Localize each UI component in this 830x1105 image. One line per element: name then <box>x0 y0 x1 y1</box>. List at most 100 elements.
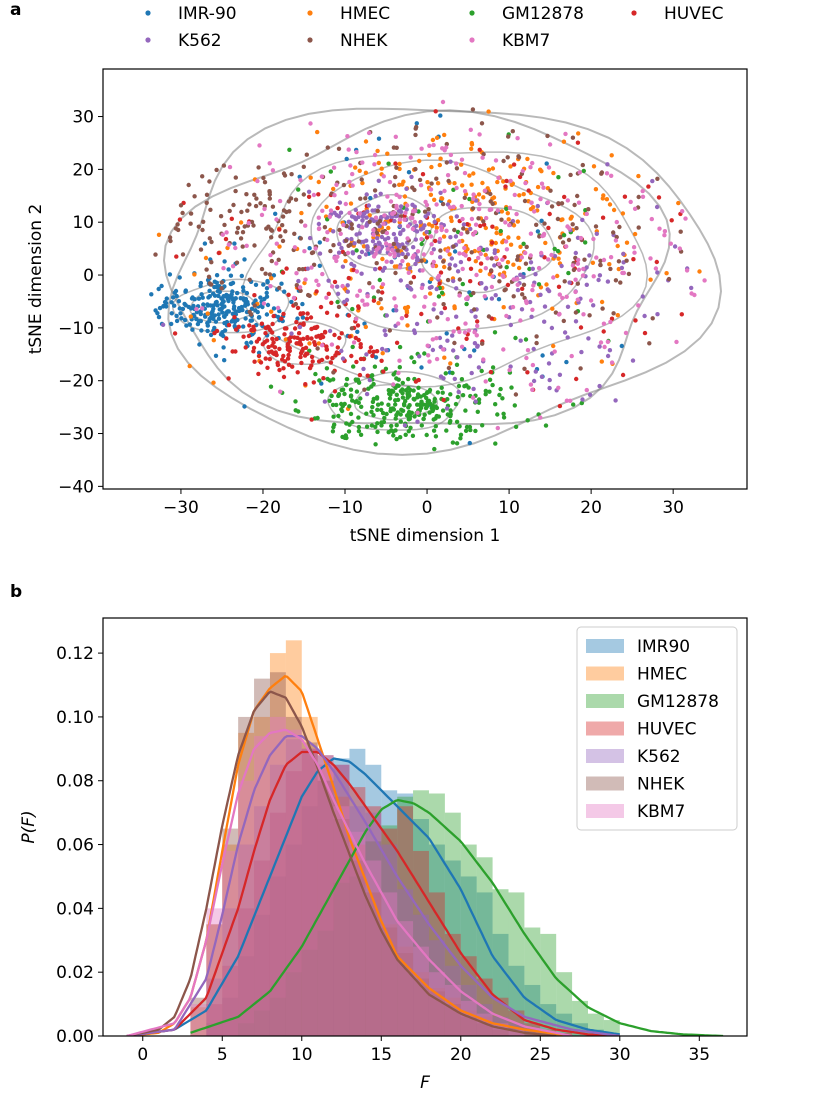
scatter-point <box>394 412 399 418</box>
scatter-point <box>406 405 411 410</box>
scatter-point <box>371 298 377 303</box>
scatter-point <box>397 208 403 213</box>
scatter-point <box>375 208 380 214</box>
scatter-point <box>294 283 299 288</box>
y-axis-label: P(F) <box>19 810 39 843</box>
scatter-point <box>205 302 210 307</box>
scatter-point <box>258 295 263 300</box>
scatter-point <box>642 313 647 319</box>
scatter-point <box>282 359 288 364</box>
scatter-point <box>653 266 659 271</box>
scatter-point <box>557 311 562 317</box>
scatter-point <box>427 152 432 158</box>
scatter-point <box>307 341 312 346</box>
scatter-point <box>604 171 610 176</box>
scatter-point <box>450 440 456 445</box>
scatter-point <box>605 339 611 344</box>
scatter-point <box>440 201 446 207</box>
scatter-point <box>251 349 256 354</box>
scatter-point <box>265 365 270 370</box>
scatter-point <box>422 209 428 214</box>
scatter-point <box>309 336 314 341</box>
scatter-point <box>582 257 587 262</box>
scatter-point <box>478 261 484 266</box>
scatter-point <box>640 194 646 199</box>
scatter-point <box>460 266 465 272</box>
scatter-point <box>340 387 346 392</box>
scatter-point <box>379 401 384 406</box>
scatter-point <box>511 277 516 282</box>
scatter-point <box>385 151 390 156</box>
panel-b-histogram-plot: 0 5 10 15 20 25 30 350.000.020.040.060.080.100.… <box>19 617 748 1093</box>
scatter-point <box>466 385 471 390</box>
scatter-point <box>308 175 313 180</box>
scatter-point <box>507 367 512 373</box>
scatter-point <box>221 266 226 271</box>
scatter-point <box>528 165 533 170</box>
scatter-point <box>187 363 192 369</box>
scatter-point <box>523 261 529 266</box>
scatter-point <box>228 273 234 278</box>
kde-line-HUVEC <box>126 750 620 1036</box>
scatter-point <box>568 172 573 178</box>
scatter-point <box>227 164 233 170</box>
scatter-point <box>282 332 287 337</box>
scatter-point <box>455 269 461 274</box>
scatter-point <box>263 356 268 361</box>
scatter-point <box>488 369 494 375</box>
scatter-point <box>697 269 702 274</box>
scatter-point <box>545 133 550 139</box>
scatter-point <box>460 393 466 398</box>
scatter-point <box>339 401 344 407</box>
scatter-point <box>557 372 563 377</box>
scatter-point <box>448 235 453 240</box>
density-contour-3 <box>241 151 649 388</box>
scatter-point <box>664 271 669 276</box>
scatter-point <box>397 358 402 363</box>
scatter-point <box>247 309 252 315</box>
scatter-point <box>339 348 344 354</box>
scatter-point <box>364 223 369 228</box>
scatter-point <box>500 396 505 401</box>
legend-item-KBM7: KBM7 <box>469 31 550 51</box>
scatter-point <box>683 216 688 221</box>
scatter-point <box>331 243 336 248</box>
scatter-point <box>584 282 589 287</box>
scatter-point <box>347 210 352 216</box>
scatter-point <box>307 235 313 241</box>
scatter-point <box>452 306 457 311</box>
scatter-point <box>467 354 473 359</box>
scatter-point <box>596 277 601 283</box>
scatter-point <box>286 352 291 358</box>
scatter-point <box>392 183 397 188</box>
scatter-point <box>359 404 364 409</box>
scatter-point <box>445 277 451 283</box>
scatter-point <box>307 293 312 298</box>
scatter-point <box>546 361 552 366</box>
scatter-point <box>360 225 365 230</box>
histogram-HMEC <box>190 640 541 1036</box>
scatter-point <box>442 305 448 311</box>
y-tick-label: 20 <box>72 160 94 180</box>
scatter-point <box>317 240 322 245</box>
scatter-point <box>516 235 521 240</box>
legend-label: GM12878 <box>502 4 584 24</box>
scatter-point <box>480 341 485 346</box>
scatter-point <box>564 398 570 403</box>
scatter-point <box>298 288 303 293</box>
scatter-point <box>564 294 569 299</box>
kde-line-KBM7 <box>126 728 573 1036</box>
scatter-point <box>598 262 603 268</box>
scatter-point <box>396 383 401 388</box>
scatter-point <box>236 324 241 329</box>
scatter-point <box>504 247 510 252</box>
scatter-point <box>489 256 494 261</box>
scatter-point <box>501 347 506 352</box>
scatter-point <box>204 200 209 205</box>
scatter-point <box>222 259 227 264</box>
legend-label: KBM7 <box>637 802 685 822</box>
scatter-point <box>264 226 269 231</box>
scatter-point <box>615 313 620 318</box>
scatter-point <box>222 314 227 319</box>
scatter-point <box>303 382 308 387</box>
